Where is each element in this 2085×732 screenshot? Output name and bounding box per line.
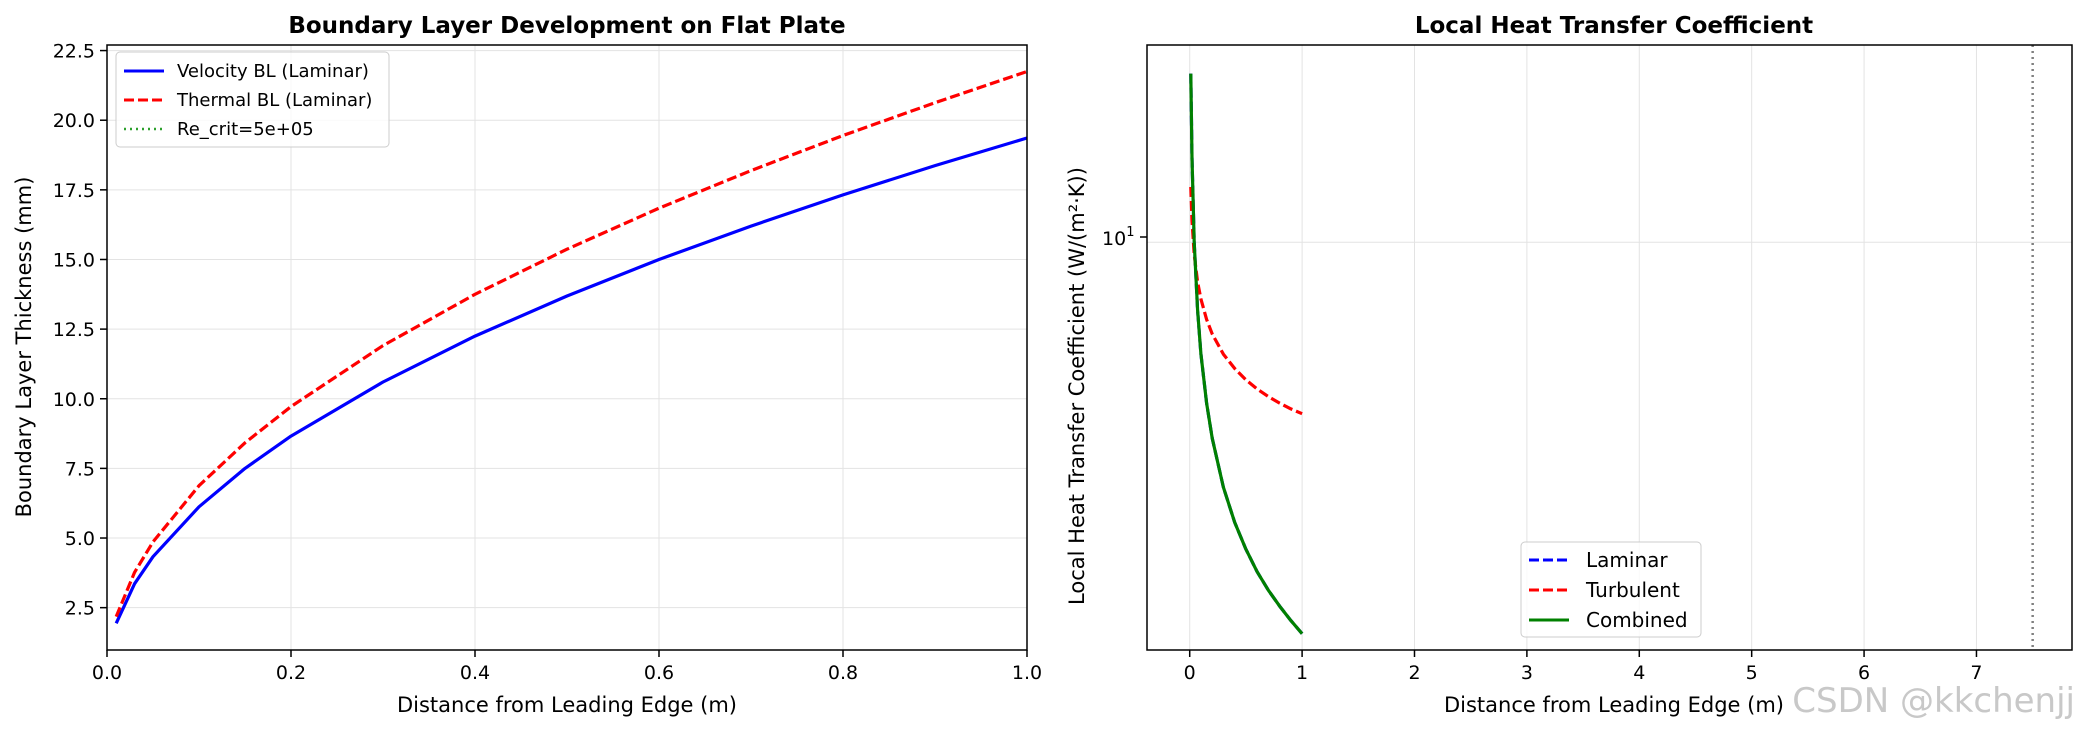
x-tick-label: 0.6	[644, 662, 674, 684]
legend-label-laminar: Laminar	[1586, 548, 1668, 572]
legend-label-turbulent: Turbulent	[1585, 578, 1680, 602]
x-tick-label: 3	[1521, 662, 1533, 684]
series-line-combined	[1189, 73, 1304, 635]
legend-label-velocity: Velocity BL (Laminar)	[177, 61, 369, 82]
y-tick-label: 2.5	[65, 598, 95, 620]
x-tick-label: 0.4	[460, 662, 490, 684]
y-tick-label: 12.5	[53, 319, 95, 341]
y-tick-label: 10.0	[53, 389, 95, 411]
heat-transfer-chart: Local Heat Transfer Coefficient 0 1 2 3 4 5 6 7…	[1065, 13, 2073, 717]
chart-title: Local Heat Transfer Coefficient	[1415, 13, 1813, 39]
x-tick-label: 5	[1746, 662, 1758, 684]
series-line-thermal	[114, 69, 1028, 618]
y-tick-label: 15.0	[53, 249, 95, 271]
boundary-layer-chart: Boundary Layer Development on Flat Plate…	[12, 13, 1042, 717]
plot-frame	[106, 44, 1028, 651]
watermark: CSDN @kkchenjj	[1792, 681, 2075, 721]
y-tick-label: 7.5	[65, 458, 95, 480]
y-tick-label: 101	[1102, 225, 1134, 250]
x-axis-label: Distance from Leading Edge (m)	[1444, 693, 1784, 717]
x-tick-label: 1.0	[1012, 662, 1042, 684]
y-tick-label: 20.0	[53, 110, 95, 132]
series-line-turbulent	[1189, 186, 1303, 416]
x-tick-label: 1	[1296, 662, 1308, 684]
plot-frame	[1146, 44, 2073, 651]
legend: Laminar Turbulent Combined	[1520, 541, 1702, 638]
legend-label-combined: Combined	[1586, 608, 1688, 632]
y-tick-label: 22.5	[53, 41, 95, 63]
legend-label-recrit: Re_crit=5e+05	[177, 119, 314, 140]
x-tick-label: 0.8	[828, 662, 858, 684]
y-axis-label: Boundary Layer Thickness (mm)	[12, 177, 36, 518]
series-line-velocity	[114, 136, 1028, 624]
legend-label-thermal: Thermal BL (Laminar)	[176, 90, 372, 111]
legend: Velocity BL (Laminar) Thermal BL (Lamina…	[115, 51, 390, 148]
x-tick-label: 7	[1970, 662, 1982, 684]
y-axis-label: Local Heat Transfer Coefficient (W/(m²·K…	[1065, 167, 1089, 605]
x-tick-label: 0.0	[92, 662, 122, 684]
y-tick-label: 17.5	[53, 180, 95, 202]
x-tick-label: 4	[1633, 662, 1645, 684]
y-tick-label: 5.0	[65, 528, 95, 550]
x-tick-label: 0.2	[276, 662, 306, 684]
x-axis-label: Distance from Leading Edge (m)	[397, 693, 737, 717]
chart-title: Boundary Layer Development on Flat Plate	[288, 13, 845, 39]
x-tick-label: 6	[1858, 662, 1870, 684]
x-tick-label: 0	[1184, 662, 1196, 684]
x-tick-label: 2	[1408, 662, 1420, 684]
